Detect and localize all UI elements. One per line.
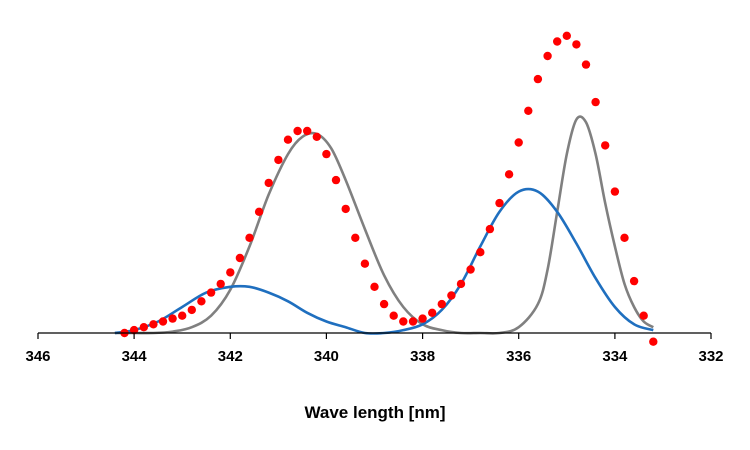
data-point bbox=[254, 207, 264, 216]
data-point bbox=[601, 141, 610, 150]
fit-curve-1 bbox=[114, 187, 654, 335]
data-point bbox=[428, 308, 437, 317]
data-point bbox=[649, 337, 658, 346]
data-point bbox=[447, 291, 456, 300]
data-point bbox=[581, 60, 591, 69]
data-point bbox=[543, 51, 552, 61]
x-tick-label: 340 bbox=[314, 348, 339, 365]
data-point bbox=[629, 276, 639, 286]
data-point bbox=[485, 224, 495, 234]
data-point bbox=[303, 126, 312, 136]
data-point bbox=[504, 170, 514, 179]
data-point bbox=[197, 297, 206, 306]
data-point bbox=[322, 149, 331, 159]
measured-points bbox=[120, 31, 658, 346]
data-point bbox=[235, 253, 245, 263]
x-tick-label: 332 bbox=[698, 348, 723, 365]
data-point bbox=[466, 265, 475, 274]
data-point bbox=[226, 268, 235, 277]
data-point bbox=[591, 97, 600, 107]
x-tick-label: 336 bbox=[506, 348, 531, 365]
data-point bbox=[312, 132, 321, 141]
data-point bbox=[351, 233, 360, 242]
data-point bbox=[245, 233, 254, 242]
data-point bbox=[360, 259, 370, 268]
data-point bbox=[178, 311, 187, 320]
data-point bbox=[610, 187, 620, 196]
data-point bbox=[639, 311, 648, 320]
data-point bbox=[168, 314, 177, 323]
data-point bbox=[331, 175, 341, 185]
data-point bbox=[572, 40, 581, 49]
data-point bbox=[264, 178, 273, 188]
data-point bbox=[149, 320, 158, 329]
data-point bbox=[139, 323, 148, 332]
data-point bbox=[514, 138, 523, 147]
data-point bbox=[456, 279, 466, 289]
data-point bbox=[476, 248, 485, 257]
fit-curves bbox=[114, 115, 654, 335]
data-point bbox=[389, 311, 398, 320]
x-tick-label: 346 bbox=[25, 348, 50, 365]
data-point bbox=[553, 37, 562, 46]
data-point bbox=[408, 317, 418, 326]
x-axis-ticks: 346 344 342 340 338 336 334 332 bbox=[25, 333, 724, 365]
x-axis-title: Wave length [nm] bbox=[304, 403, 445, 422]
data-point bbox=[274, 155, 283, 165]
data-point bbox=[206, 288, 216, 297]
data-point bbox=[533, 74, 543, 84]
data-point bbox=[129, 325, 139, 335]
data-point bbox=[216, 279, 225, 289]
data-point bbox=[158, 317, 168, 326]
x-tick-label: 334 bbox=[602, 348, 628, 365]
data-point bbox=[418, 314, 427, 323]
x-tick-label: 338 bbox=[410, 348, 435, 365]
data-point bbox=[399, 317, 408, 326]
fit-curve-0 bbox=[114, 115, 654, 335]
data-point bbox=[187, 305, 196, 315]
data-point bbox=[620, 233, 629, 242]
x-tick-label: 344 bbox=[122, 348, 148, 365]
data-point bbox=[524, 106, 533, 116]
data-point bbox=[437, 299, 446, 309]
data-point bbox=[562, 31, 571, 40]
data-point bbox=[283, 135, 293, 144]
data-point bbox=[293, 126, 302, 136]
data-point bbox=[495, 198, 504, 208]
data-point bbox=[341, 204, 350, 214]
x-tick-label: 342 bbox=[218, 348, 243, 365]
data-point bbox=[379, 299, 389, 309]
data-point bbox=[370, 282, 379, 291]
